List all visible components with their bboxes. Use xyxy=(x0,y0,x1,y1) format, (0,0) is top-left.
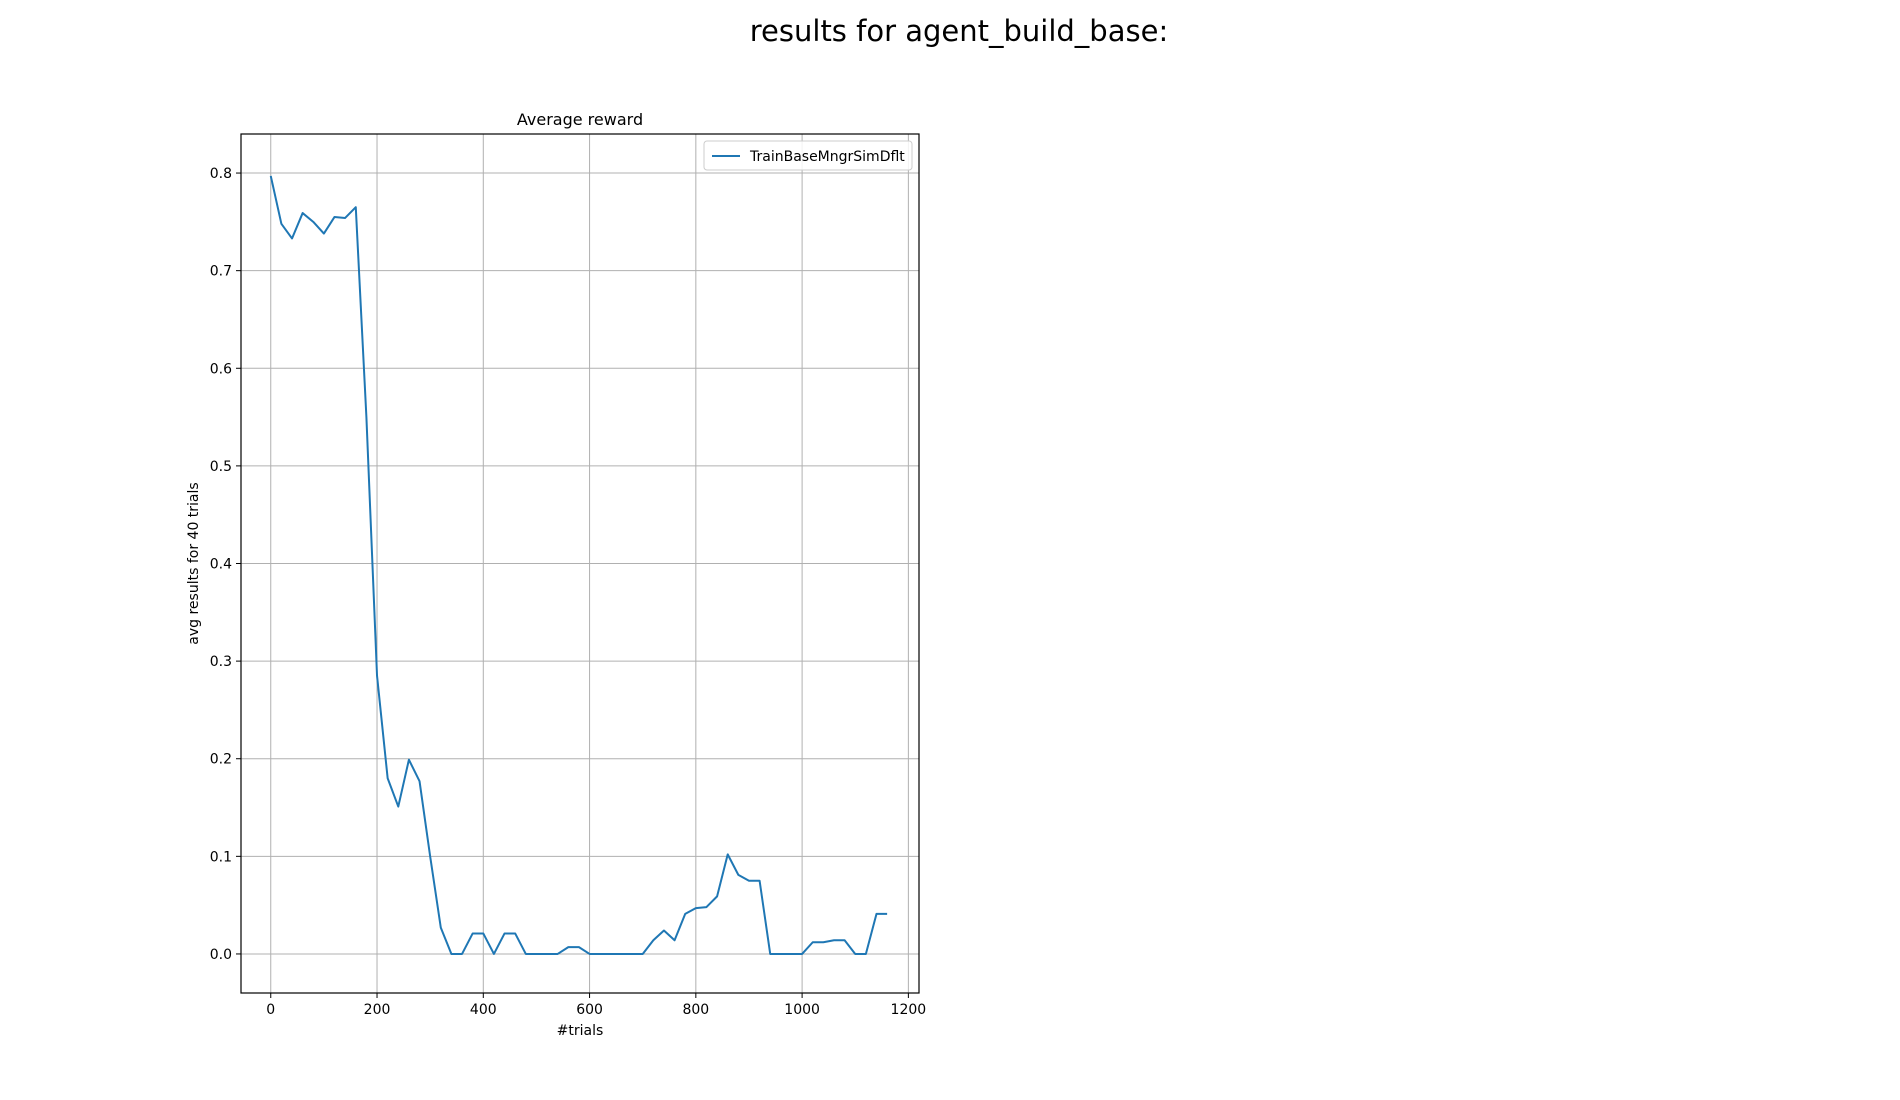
chart-title: Average reward xyxy=(517,110,643,129)
x-axis-label: #trials xyxy=(557,1023,604,1039)
figure-title: results for agent_build_base: xyxy=(749,14,1169,48)
legend-box xyxy=(703,140,913,171)
x-tick-label: 1000 xyxy=(784,1002,820,1018)
y-tick-label: 0.2 xyxy=(210,752,232,768)
series-line xyxy=(269,175,888,955)
legend: TrainBaseMngrSimDflt xyxy=(703,140,913,171)
y-tick-label: 0.5 xyxy=(210,459,232,475)
y-tick-label: 0.1 xyxy=(210,849,232,865)
x-tick-label: 600 xyxy=(576,1002,603,1018)
x-tick-label: 1200 xyxy=(891,1002,927,1018)
x-tick-label: 800 xyxy=(682,1002,709,1018)
y-tick-label: 0.4 xyxy=(210,557,232,573)
y-tick-label: 0.3 xyxy=(210,654,232,670)
y-tick-label: 0.6 xyxy=(210,361,232,377)
series-lines xyxy=(269,175,888,955)
y-tick-label: 0.0 xyxy=(210,947,232,963)
y-axis-label: avg results for 40 trials xyxy=(186,482,202,644)
x-tick-label: 200 xyxy=(364,1002,391,1018)
legend-label: TrainBaseMngrSimDflt xyxy=(749,149,905,165)
x-axis-ticks: 0 200 400 600 800 1000 1200 xyxy=(266,993,926,1018)
y-tick-label: 0.7 xyxy=(210,264,232,280)
y-tick-label: 0.8 xyxy=(210,166,232,182)
y-axis-ticks: 0.0 0.1 0.2 0.3 0.4 0.5 0.6 0.7 0.8 xyxy=(210,166,241,963)
x-tick-label: 400 xyxy=(470,1002,497,1018)
grid-lines xyxy=(241,134,919,993)
x-tick-label: 0 xyxy=(266,1002,275,1018)
